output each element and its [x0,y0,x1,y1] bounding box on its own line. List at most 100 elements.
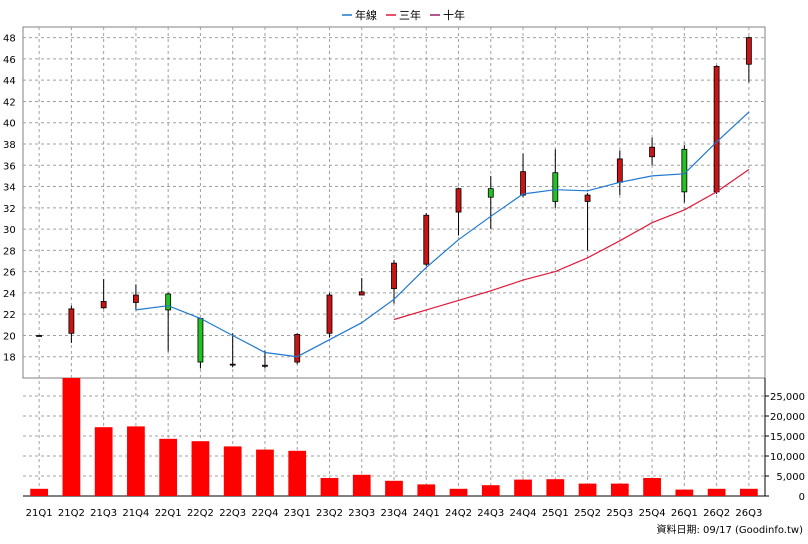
candle-body [745,37,752,65]
grid [23,27,765,497]
x-tick-label: 26Q1 [671,508,698,519]
x-tick-label: 24Q1 [413,508,440,519]
price-tick-label: 42 [3,97,16,108]
x-tick-label: 25Q1 [542,508,569,519]
x-tick-label: 26Q3 [735,508,762,519]
candle-body [616,158,623,183]
x-tick-label: 24Q4 [510,508,537,519]
candle-body [133,294,139,303]
price-tick-label: 38 [3,140,16,151]
volume-tick-label: 25,000 [770,392,805,403]
x-tick-label: 23Q2 [316,508,343,519]
volume-bar [288,450,307,496]
legend: 年線 三年 十年 [342,8,465,22]
price-tick-label: 24 [3,289,16,300]
volume-bar [739,488,758,496]
x-tick-label: 21Q2 [58,508,85,519]
x-tick-label: 25Q2 [574,508,601,519]
year-line [135,111,750,358]
price-tick-label: 32 [3,204,16,215]
price-tick-label: 26 [3,268,16,279]
candle-body [197,318,204,363]
price-tick-label: 46 [3,55,16,66]
x-tick-label: 22Q3 [219,508,246,519]
volume-tick-label: 20,000 [770,412,805,423]
moving-average-lines [135,111,750,358]
volume-bar [449,488,468,496]
volume-tick-label: 0 [799,492,805,503]
candle-body [423,214,430,265]
volume-bar [514,479,532,496]
legend-label-three-year: 三年 [399,8,421,22]
volume-bar [94,427,113,496]
price-axis: 18 20 22 24 26 28 30 32 34 36 38 40 42 44 46 48 [3,34,16,364]
volume-bar [320,478,339,496]
x-tick-label: 24Q3 [477,508,504,519]
price-tick-label: 30 [3,225,16,236]
volume-bar [481,485,500,496]
volume-tick-label: 5,000 [776,472,805,483]
price-tick-label: 20 [3,331,16,342]
price-tick-label: 28 [3,246,16,257]
x-tick-label: 23Q3 [348,508,375,519]
x-tick-label: 22Q4 [251,508,278,519]
candle-body [681,148,688,193]
candle-body [165,293,172,311]
legend-label-year-line: 年線 [355,8,377,22]
candle-body [552,172,559,202]
x-tick-label: 23Q4 [381,508,408,519]
candles [36,36,752,369]
x-tick-label: 22Q2 [187,508,214,519]
candle-body [100,301,107,309]
price-tick-label: 48 [3,34,16,45]
candle-body [262,364,268,367]
volume-tick-label: 10,000 [770,452,805,463]
price-tick-label: 34 [3,183,16,194]
candle-body [713,65,720,193]
candle-body [649,146,655,158]
price-tick-label: 22 [3,310,16,321]
volume-bar [610,483,629,496]
price-tick-label: 40 [3,119,16,130]
price-tick-label: 44 [3,76,16,87]
volume-bar [546,479,565,496]
x-tick-label: 21Q1 [26,508,53,519]
candle-body [487,188,494,198]
x-tick-label: 24Q2 [445,508,472,519]
x-tick-label: 26Q2 [703,508,730,519]
volume-bar [30,488,49,496]
x-axis-labels: 21Q1 21Q2 21Q3 21Q4 22Q1 22Q2 22Q3 22Q4 23Q1 23Q2… [26,508,763,519]
candle-body [584,194,591,202]
volume-bar [62,378,81,496]
volume-tick-label: 15,000 [770,432,805,443]
volume-bar [159,438,178,496]
volume-bar [578,483,597,496]
volume-bar [643,478,661,496]
x-tick-label: 21Q4 [122,508,149,519]
volume-bar [191,441,210,496]
source-note: 資料日期: 09/17 (Goodinfo.tw) [656,523,803,536]
volume-bar [675,489,694,496]
price-tick-label: 36 [3,161,16,172]
candle-body [391,262,397,290]
volume-bar [385,480,403,496]
candle-body [358,291,365,296]
x-tick-label: 22Q1 [155,508,182,519]
x-tick-label: 23Q1 [284,508,311,519]
volume-bar [127,426,145,496]
candle-body [455,188,462,213]
candle-body [294,333,301,363]
volume-axis: 0 5,000 10,000 15,000 20,000 25,000 [764,378,805,503]
volume-bar [223,446,242,496]
three-year-line [393,169,750,321]
candle-body [68,308,75,334]
volume-bar [352,474,371,496]
candle-body [229,363,236,366]
candle-body [36,335,43,337]
legend-label-ten-year: 十年 [443,8,465,22]
volume-bar [256,449,274,496]
candle-body [326,294,333,334]
x-tick-label: 25Q3 [606,508,633,519]
